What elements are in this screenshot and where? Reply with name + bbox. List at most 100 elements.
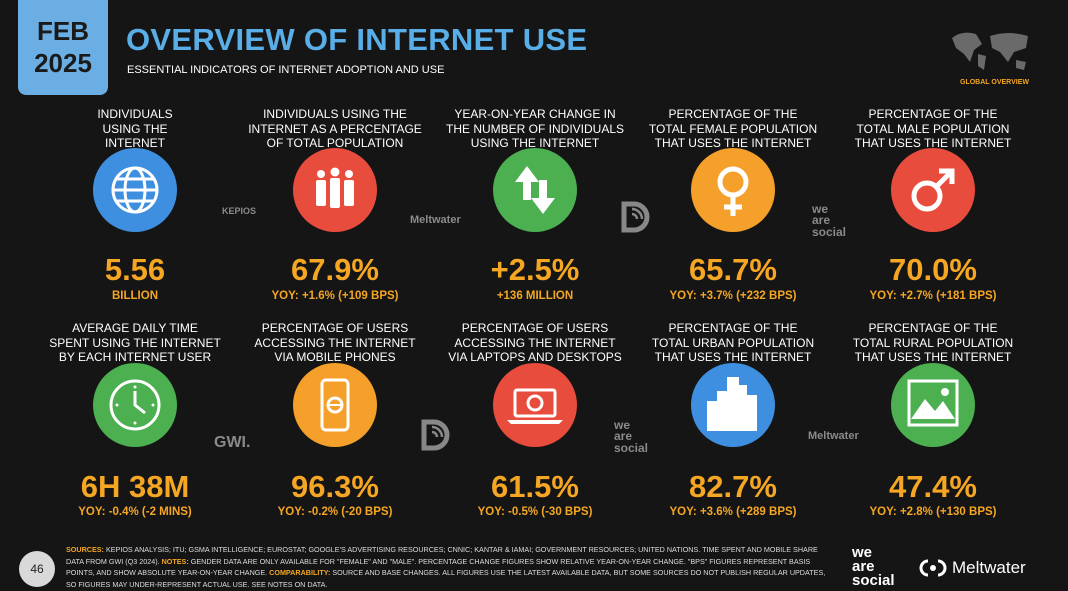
icon-shape — [320, 378, 350, 432]
tile-icon — [691, 148, 775, 232]
year: 2025 — [34, 48, 92, 78]
icon-shape — [935, 168, 955, 188]
icon-shape — [911, 399, 955, 419]
icon-shape — [493, 148, 577, 232]
icon-shape — [151, 403, 155, 407]
icon-shape — [526, 394, 544, 412]
icon-shape — [513, 388, 557, 418]
icon-shape — [133, 391, 146, 415]
sources-text: KEPIOS ANALYSIS; ITU; GSMA INTELLIGENCE;… — [66, 545, 818, 566]
icon-shape — [891, 363, 975, 447]
watermark: we — [812, 202, 829, 216]
month: FEB — [37, 16, 89, 46]
icon-shape — [111, 166, 159, 214]
tile-label: INDIVIDUALS — [97, 107, 173, 121]
tile-value: 65.7% — [689, 252, 777, 287]
tile-value: 47.4% — [889, 469, 977, 504]
icon-shape — [907, 379, 959, 427]
icon-shape — [724, 195, 742, 216]
tile-label: TOTAL MALE POPULATION — [856, 121, 1010, 136]
tile-icon — [891, 363, 975, 447]
icon-shape — [320, 378, 350, 432]
icon-shape — [344, 180, 354, 206]
icon-shape — [515, 166, 539, 200]
watermark: we — [614, 418, 631, 432]
tile-value: 61.5% — [491, 469, 579, 504]
tile-sub: YOY: +2.8% (+130 BPS) — [869, 506, 997, 518]
icon-shape — [891, 148, 975, 232]
tile-icon — [93, 363, 177, 447]
tile-label: USING THE INTERNET — [470, 136, 600, 150]
logo-shape — [631, 207, 644, 220]
tile-label: TOTAL FEMALE POPULATION — [648, 121, 818, 136]
logo-mark — [919, 559, 947, 577]
tile-label: AVERAGE DAILY TIME — [72, 321, 198, 335]
tile-label: SPENT USING THE INTERNET — [49, 335, 221, 350]
notes-text: GENDER DATA ARE ONLY AVAILABLE FOR "FEMA… — [66, 556, 811, 578]
tile-label: TOTAL RURAL POPULATION — [852, 335, 1014, 350]
tile-label: THAT USES THE INTERNET — [654, 350, 812, 364]
icon-shape — [707, 377, 757, 431]
page-badge — [19, 551, 55, 587]
logo-mark — [421, 419, 450, 451]
tile-value: 82.7% — [689, 469, 777, 504]
title: OVERVIEW OF INTERNET USE — [126, 22, 588, 57]
subtitle: ESSENTIAL INDICATORS OF INTERNET ADOPTIO… — [127, 64, 445, 76]
tile-sub: YOY: +1.6% (+109 BPS) — [271, 290, 399, 302]
tile-label: YEAR-ON-YEAR CHANGE IN — [454, 107, 616, 121]
watermark: KEPIOS — [222, 206, 257, 216]
footer-logo: Meltwater — [952, 558, 1026, 577]
logo-shape — [621, 201, 650, 233]
tile-label: OF TOTAL POPULATION — [266, 136, 404, 150]
tile-sub: YOY: -0.4% (-2 MINS) — [78, 506, 192, 518]
tile-icon — [493, 363, 577, 447]
tile-label: PERCENTAGE OF USERS — [461, 321, 609, 335]
tile-label: VIA MOBILE PHONES — [274, 350, 396, 364]
watermark: Meltwater — [410, 214, 461, 226]
icon-shape — [493, 363, 577, 447]
icon-shape — [109, 379, 161, 431]
tile-value: 70.0% — [889, 252, 977, 287]
icon-shape — [316, 167, 354, 208]
tile-label: PERCENTAGE OF THE — [668, 321, 798, 335]
tile-label: THAT USES THE INTERNET — [854, 350, 1012, 364]
footer-logo: are — [852, 558, 875, 575]
icon-shape — [707, 377, 757, 431]
notes-label: NOTES: — [161, 556, 189, 566]
tile-label: THAT USES THE INTERNET — [854, 136, 1012, 150]
icon-shape — [133, 421, 137, 425]
tile-label: INTERNET AS A PERCENTAGE — [248, 121, 422, 136]
icon-shape — [330, 178, 340, 208]
icon-shape — [531, 180, 555, 214]
icon-shape — [133, 385, 137, 389]
icon-shape — [717, 166, 749, 216]
tile-value: 67.9% — [291, 252, 379, 287]
icon-shape — [316, 180, 326, 206]
tile-icon — [293, 148, 377, 232]
icon-shape — [907, 379, 959, 427]
icon-shape — [115, 403, 119, 407]
tile-value: 6H 38M — [80, 469, 190, 504]
tile-value: +2.5% — [490, 252, 580, 287]
footer-logo: we — [852, 544, 873, 561]
tile-sub: YOY: +3.7% (+232 BPS) — [669, 290, 797, 302]
watermark: social — [812, 224, 847, 239]
page-circle — [19, 551, 55, 587]
footnote: SOURCES: KEPIOS ANALYSIS; ITU; GSMA INTE… — [66, 544, 826, 590]
tile-icon — [691, 363, 775, 447]
tile-label: PERCENTAGE OF THE — [668, 107, 798, 121]
tile-sub: YOY: +3.6% (+289 BPS) — [669, 506, 797, 518]
logo-shape — [421, 419, 450, 451]
tile-sub: YOY: -0.5% (-30 BPS) — [477, 506, 593, 518]
tile-sub: +136 MILLION — [496, 290, 574, 302]
icon-shape — [317, 170, 325, 178]
tile-icon — [93, 148, 177, 232]
tile-icon — [891, 148, 975, 232]
tile-label: ACCESSING THE INTERNET — [454, 335, 616, 350]
icon-shape — [507, 420, 563, 424]
section-label: GLOBAL OVERVIEW — [960, 79, 1029, 86]
comparability-text: SOURCE AND BASE CHANGES. ALL FIGURES USE… — [66, 568, 826, 589]
tile-sub: BILLION — [112, 290, 158, 302]
world-map — [952, 32, 1028, 70]
